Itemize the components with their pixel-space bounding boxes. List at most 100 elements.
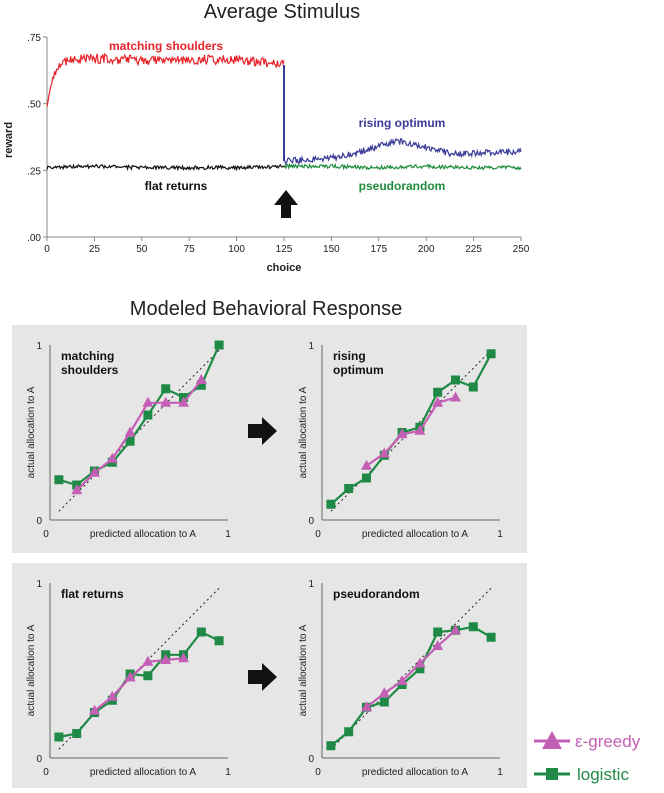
- y-tick-label: .50: [27, 100, 41, 111]
- greedy-point: [378, 687, 390, 698]
- y-tick-label-0: 0: [36, 754, 42, 765]
- greedy-point: [89, 466, 100, 477]
- x-tick-label: 175: [370, 244, 387, 255]
- panel-2: 0 1 0 1 predicted allocation to A actual allo…: [298, 341, 503, 540]
- logistic-point: [451, 375, 460, 385]
- legend-greedy-label: ε-greedy: [575, 732, 641, 751]
- greedy-point: [178, 396, 189, 407]
- legend-logistic-label: logistic: [577, 765, 629, 784]
- x-tick-label-0: 0: [43, 767, 49, 778]
- x-tick-label: 200: [418, 244, 435, 255]
- logistic-point: [433, 627, 443, 637]
- series-pseudorandom: [283, 162, 522, 171]
- panel-ylabel: actual allocation to A: [298, 386, 309, 478]
- legend-greedy-marker: [542, 731, 562, 749]
- x-tick-label: 25: [89, 244, 101, 255]
- y-tick-label-0: 0: [308, 516, 314, 527]
- logistic-point: [468, 382, 478, 392]
- panel-ylabel: actual allocation to A: [26, 624, 37, 716]
- logistic-point: [143, 671, 153, 681]
- x-tick-label-0: 0: [43, 529, 49, 540]
- arrow-right-icon: [248, 663, 277, 691]
- greedy-point: [361, 459, 372, 470]
- greedy-point: [160, 654, 172, 664]
- logistic-point: [196, 380, 206, 390]
- x-tick-label: 125: [276, 244, 293, 255]
- x-tick-label: 75: [184, 244, 196, 255]
- greedy-point: [106, 690, 118, 701]
- panel-xlabel: predicted allocation to A: [90, 529, 197, 540]
- series-matching-shoulders: [46, 52, 285, 107]
- logistic-point: [326, 499, 336, 509]
- greedy-point: [142, 655, 154, 666]
- behavior-panels: 0 1 0 1 predicted allocation to A actual allo…: [26, 340, 503, 778]
- greedy-point: [361, 701, 372, 712]
- panel-title-line1: matching: [61, 349, 114, 363]
- panel-1: 0 1 0 1 predicted allocation to A actual allo…: [26, 340, 231, 540]
- x-tick-label-1: 1: [497, 767, 503, 778]
- series-logistic-line: [330, 353, 493, 506]
- logistic-point: [125, 436, 135, 446]
- logistic-point: [54, 732, 64, 742]
- x-tick-label-0: 0: [315, 529, 321, 540]
- logistic-point: [196, 627, 206, 637]
- logistic-point: [362, 473, 371, 483]
- logistic-point: [214, 340, 224, 350]
- series-logistic-line: [330, 625, 492, 747]
- logistic-point: [486, 632, 496, 642]
- greedy-point: [124, 671, 136, 682]
- legend-logistic-marker: [546, 768, 558, 780]
- logistic-point: [326, 741, 336, 751]
- panel-ylabel: actual allocation to A: [26, 386, 37, 478]
- greedy-point: [378, 447, 390, 458]
- label-rising-optimum: rising optimum: [359, 116, 446, 130]
- label-matching-shoulders: matching shoulders: [109, 39, 223, 53]
- x-tick-label: 250: [513, 244, 530, 255]
- greedy-point: [178, 652, 189, 663]
- greedy-point: [396, 428, 408, 439]
- logistic-point: [468, 622, 478, 632]
- y-tick-label-1: 1: [36, 579, 42, 590]
- y-tick-label: .25: [27, 166, 41, 177]
- series-flat-returns: [46, 163, 285, 172]
- logistic-point: [344, 727, 354, 737]
- x-tick-label-0: 0: [315, 767, 321, 778]
- panel-3: 0 1 0 1 predicted allocation to A actual allo…: [26, 579, 231, 778]
- top-chart-title: Average Stimulus: [204, 1, 360, 23]
- series-logistic-line: [58, 630, 220, 739]
- top-chart-xlabel: choice: [267, 262, 302, 274]
- y-tick-label: .00: [27, 233, 41, 244]
- y-tick-label-1: 1: [36, 341, 42, 352]
- panel-title-line2: optimum: [333, 363, 384, 377]
- y-tick-label-1: 1: [308, 579, 314, 590]
- logistic-point: [72, 729, 82, 738]
- greedy-point: [432, 640, 444, 650]
- x-tick-label: 0: [44, 244, 50, 255]
- label-flat-returns: flat returns: [145, 179, 208, 193]
- x-tick-label-1: 1: [225, 529, 231, 540]
- greedy-point: [71, 484, 83, 495]
- logistic-point: [143, 410, 153, 420]
- top-chart-axes: 0 25 50 75 100 125 150 175 200 225 250 .00 .25 .50 .75: [27, 33, 530, 255]
- top-chart: Average Stimulus 0 25 50 75 100 125 150 175 200 2…: [3, 1, 530, 274]
- x-tick-label: 225: [465, 244, 482, 255]
- logistic-point: [433, 387, 443, 397]
- series-rising-optimum: [283, 137, 522, 166]
- y-tick-label: .75: [27, 33, 41, 44]
- greedy-point: [450, 624, 461, 635]
- greedy-point: [432, 396, 444, 407]
- x-tick-label: 50: [136, 244, 148, 255]
- logistic-point: [486, 349, 496, 359]
- x-tick-label: 100: [228, 244, 245, 255]
- panel-xlabel: predicted allocation to A: [362, 767, 469, 778]
- greedy-point: [142, 396, 154, 407]
- x-tick-label-1: 1: [225, 767, 231, 778]
- greedy-point: [414, 424, 426, 435]
- panel-ylabel: actual allocation to A: [298, 624, 309, 716]
- y-tick-label-0: 0: [36, 516, 42, 527]
- y-tick-label-0: 0: [308, 754, 314, 765]
- logistic-point: [214, 636, 224, 646]
- choice-arrow: [274, 190, 298, 218]
- logistic-point: [161, 384, 171, 394]
- panel-xlabel: predicted allocation to A: [362, 529, 469, 540]
